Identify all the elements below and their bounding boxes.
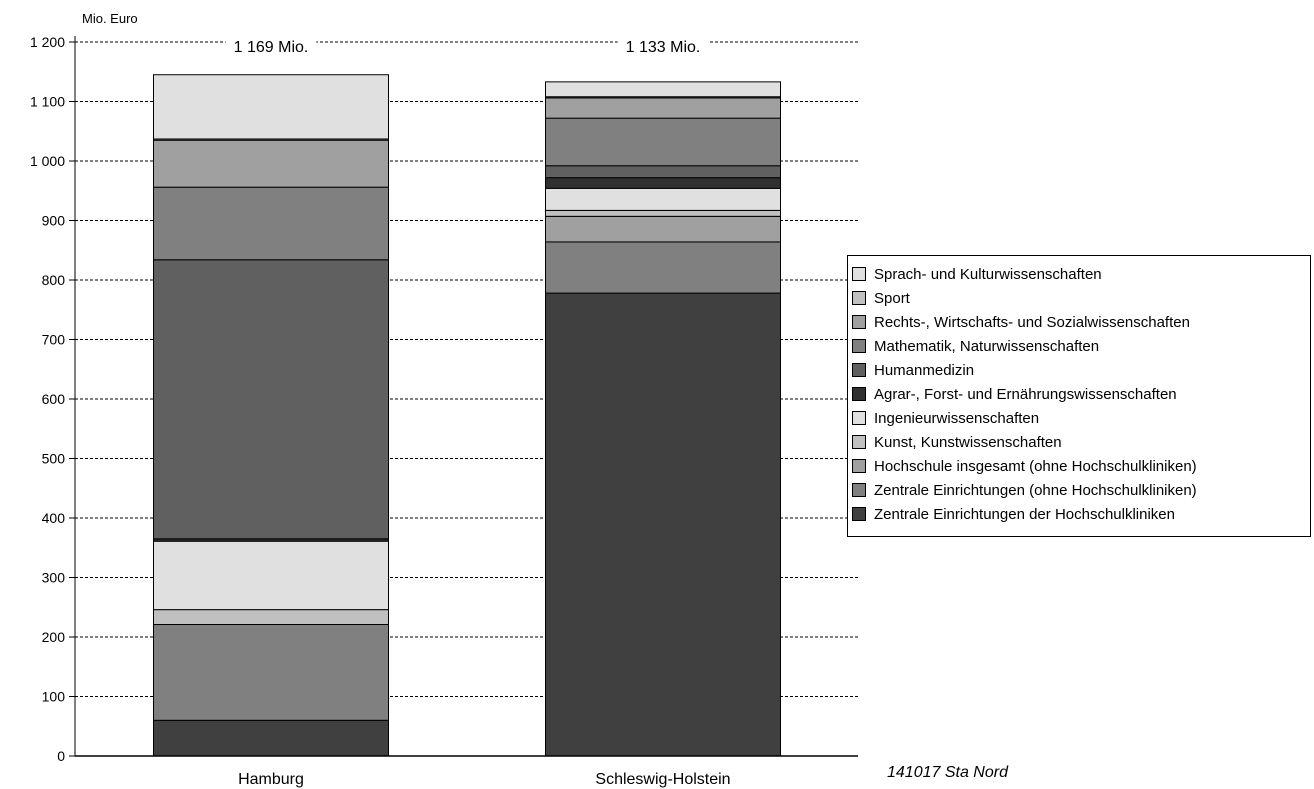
axes-group [69, 36, 858, 757]
bar-segment [153, 74, 389, 140]
legend-swatch [852, 363, 866, 377]
legend-label: Rechts-, Wirtschafts- und Sozialwissensc… [874, 313, 1190, 331]
y-tick-label: 300 [42, 570, 66, 586]
legend-item: Zentrale Einrichtungen der Hochschulklin… [848, 502, 1310, 526]
legend-item: Ingenieurwissenschaften [848, 406, 1310, 430]
y-tick-label: 200 [42, 629, 66, 645]
source-note: 141017 Sta Nord [887, 764, 1008, 781]
legend-item: Kunst, Kunstwissenschaften [848, 430, 1310, 454]
bar-segment [153, 719, 389, 757]
legend-item: Sport [848, 286, 1310, 310]
y-tick-label: 1 200 [30, 34, 65, 50]
y-tick-label: 100 [42, 689, 66, 705]
y-tick-label: 600 [42, 391, 66, 407]
legend-label: Agrar-, Forst- und Ernährungswissenschaf… [874, 385, 1177, 403]
bars-group [153, 74, 781, 757]
legend-item: Zentrale Einrichtungen (ohne Hochschulkl… [848, 478, 1310, 502]
legend-item: Rechts-, Wirtschafts- und Sozialwissensc… [848, 310, 1310, 334]
legend: Sprach- und Kulturwissenschaften Sport Rec… [847, 255, 1311, 537]
legend-item: Mathematik, Naturwissenschaften [848, 334, 1310, 358]
legend-label: Mathematik, Naturwissenschaften [874, 337, 1100, 355]
legend-label: Sprach- und Kulturwissenschaften [874, 265, 1102, 283]
legend-swatch [852, 315, 866, 329]
x-category-label: Schleswig-Holstein [595, 771, 730, 788]
y-tick-label: 0 [57, 748, 65, 764]
total-label-background [225, 37, 317, 58]
legend-swatch [852, 435, 866, 449]
legend-swatch [852, 267, 866, 281]
legend-swatch [852, 507, 866, 521]
legend-label: Kunst, Kunstwissenschaften [874, 433, 1062, 451]
legend-swatch [852, 291, 866, 305]
y-tick-label: 1 100 [30, 94, 65, 110]
legend-label: Sport [874, 289, 910, 307]
bar-segment [545, 97, 781, 119]
bar-segment [153, 540, 389, 611]
y-tick-label: 700 [42, 332, 66, 348]
total-label-background [617, 37, 709, 58]
y-tick-labels: 0 100 200 300 400 500 600 700 800 900 1 000 1 100 1 … [30, 34, 65, 764]
bar-segment [545, 215, 781, 243]
y-tick-label: 500 [42, 451, 66, 467]
bar-segment [545, 241, 781, 294]
bar-segment [545, 165, 781, 179]
legend-label: Zentrale Einrichtungen (ohne Hochschulkl… [874, 481, 1197, 499]
legend-item: Sprach- und Kulturwissenschaften [848, 262, 1310, 286]
legend-swatch [852, 339, 866, 353]
legend-label: Ingenieurwissenschaften [874, 409, 1040, 427]
bar-total-label: 1 133 Mio. [626, 39, 701, 56]
y-tick-label: 900 [42, 213, 66, 229]
legend-swatch [852, 387, 866, 401]
y-tick-label: 1 000 [30, 153, 65, 169]
y-tick-label: 800 [42, 272, 66, 288]
x-category-label: Hamburg [238, 771, 304, 788]
bar-segment [153, 259, 389, 540]
total-labels: 1 169 Mio. 1 133 Mio. [225, 37, 709, 58]
legend-label: Humanmedizin [874, 361, 975, 379]
legend-label: Hochschule insgesamt (ohne Hochschulklin… [874, 457, 1197, 475]
bar-segment [153, 186, 389, 261]
bar-segment [545, 81, 781, 98]
bar-segment [545, 209, 781, 217]
bar-segment [545, 177, 781, 189]
bar-segment [545, 117, 781, 167]
bar-segment [545, 292, 781, 757]
legend-item: Humanmedizin [848, 358, 1310, 382]
legend-item: Agrar-, Forst- und Ernährungswissenschaf… [848, 382, 1310, 406]
bar-segment [545, 187, 781, 211]
bar-total-label: 1 169 Mio. [234, 39, 309, 56]
bar-segment [153, 624, 389, 721]
x-category-labels: Hamburg Schleswig-Holstein [238, 771, 730, 788]
bar-segment [153, 139, 389, 188]
legend-swatch [852, 459, 866, 473]
bar-segment [153, 609, 389, 626]
legend-label: Zentrale Einrichtungen der Hochschulklin… [874, 505, 1175, 523]
legend-swatch [852, 411, 866, 425]
legend-swatch [852, 483, 866, 497]
y-axis-label: Mio. Euro [82, 11, 138, 26]
legend-item: Hochschule insgesamt (ohne Hochschulklin… [848, 454, 1310, 478]
y-tick-label: 400 [42, 510, 66, 526]
